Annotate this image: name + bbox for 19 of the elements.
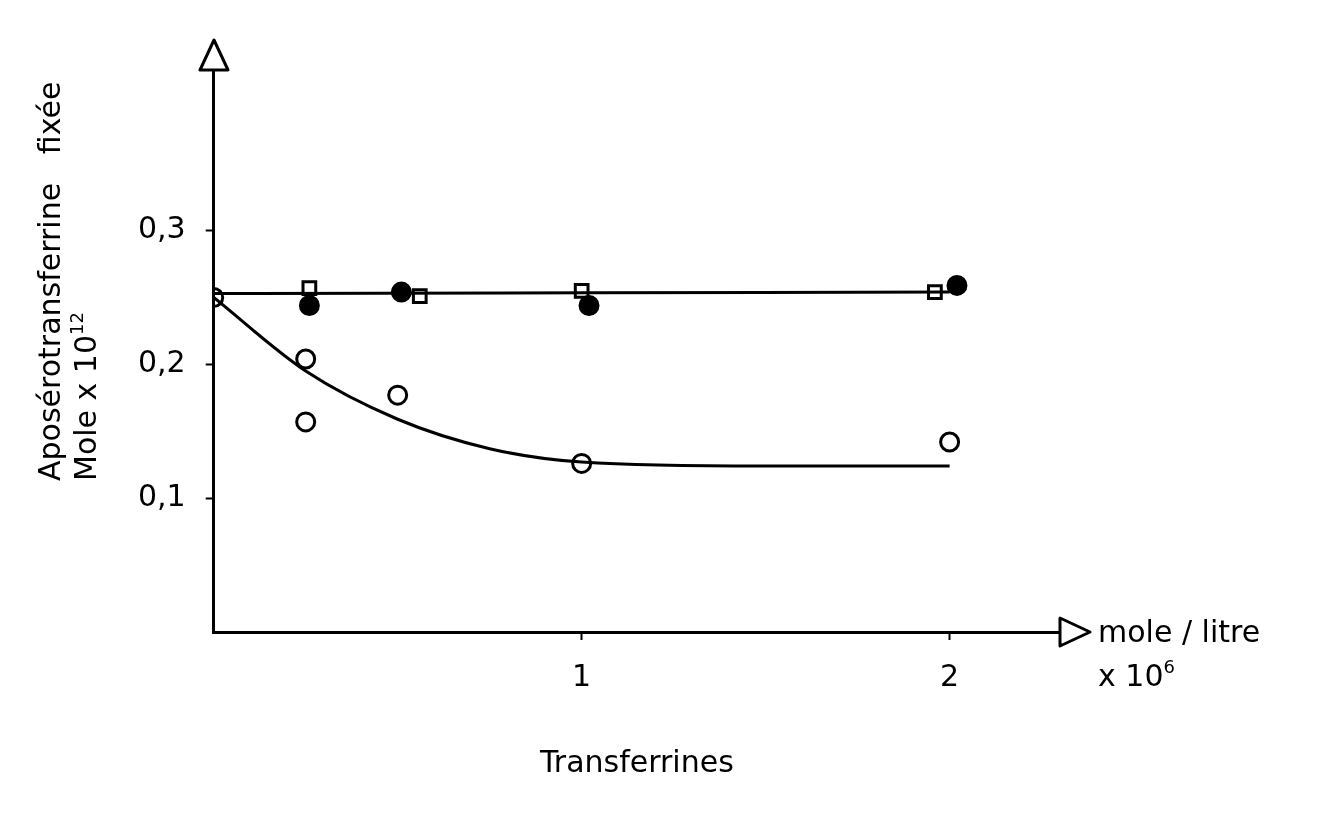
point bbox=[298, 295, 320, 317]
point bbox=[295, 348, 317, 370]
point bbox=[411, 288, 428, 304]
point bbox=[939, 431, 961, 453]
x-tick-label: 2 bbox=[940, 657, 960, 693]
point bbox=[578, 295, 600, 317]
point bbox=[571, 452, 593, 474]
point bbox=[946, 274, 968, 296]
point bbox=[295, 411, 317, 433]
point bbox=[390, 281, 412, 303]
y-tick-label: 0,1 bbox=[137, 477, 186, 513]
y-tick-label: 0,3 bbox=[137, 210, 186, 246]
y-tick-label: 0,2 bbox=[137, 344, 186, 380]
point bbox=[573, 282, 590, 299]
point bbox=[301, 280, 318, 296]
point bbox=[927, 284, 943, 300]
x-axis-title: Transferrines bbox=[538, 744, 734, 779]
point bbox=[387, 384, 409, 406]
x-tick-label: 1 bbox=[572, 657, 592, 693]
